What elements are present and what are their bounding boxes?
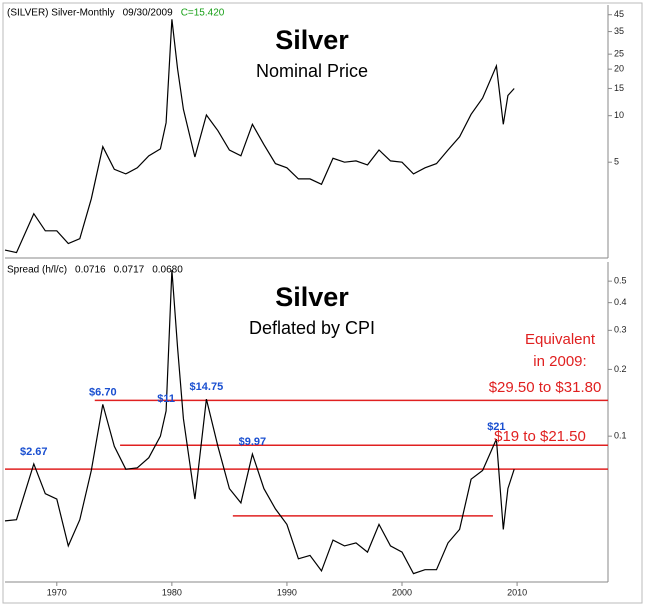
y-tick-label: 10 xyxy=(614,110,624,120)
note-text: $19 to $21.50 xyxy=(494,428,586,445)
y-tick-label: 0.3 xyxy=(614,325,627,335)
y-tick-label: 15 xyxy=(614,83,624,93)
header-text: C=15.420 xyxy=(181,8,225,19)
header-text: 09/30/2009 xyxy=(123,8,173,19)
header-text: 0.0680 xyxy=(152,265,183,276)
x-tick-label: 1990 xyxy=(277,587,297,597)
y-tick-label: 0.1 xyxy=(614,431,627,441)
header-text: 0.0717 xyxy=(114,265,145,276)
y-tick-label: 20 xyxy=(614,64,624,74)
chart-subtitle: Deflated by CPI xyxy=(249,318,375,338)
header-text: Spread (h/l/c) xyxy=(7,265,67,276)
peak-label: $9.97 xyxy=(239,436,267,448)
x-tick-label: 2000 xyxy=(392,587,412,597)
peak-label: $11 xyxy=(157,393,175,405)
peak-label: $21 xyxy=(487,421,505,433)
note-text: $29.50 to $31.80 xyxy=(489,379,602,396)
x-tick-label: 2010 xyxy=(507,587,527,597)
note-text: Equivalent xyxy=(525,331,596,348)
x-tick-label: 1970 xyxy=(47,587,67,597)
note-text: in 2009: xyxy=(533,353,586,370)
peak-label: $14.75 xyxy=(190,381,224,393)
chart-title: Silver xyxy=(275,25,349,55)
chart-title: Silver xyxy=(275,282,349,312)
chart-subtitle: Nominal Price xyxy=(256,61,368,81)
x-tick-label: 1980 xyxy=(162,587,182,597)
y-tick-label: 35 xyxy=(614,26,624,36)
y-tick-label: 25 xyxy=(614,49,624,59)
header-text: (SILVER) Silver-Monthly xyxy=(7,8,115,19)
price-line xyxy=(4,19,515,254)
y-tick-label: 5 xyxy=(614,157,619,167)
y-tick-label: 45 xyxy=(614,9,624,19)
y-tick-label: 0.4 xyxy=(614,297,627,307)
y-tick-label: 0.2 xyxy=(614,364,627,374)
peak-label: $6.70 xyxy=(89,386,117,398)
price-line xyxy=(4,270,515,575)
peak-label: $2.67 xyxy=(20,446,48,458)
y-tick-label: 0.5 xyxy=(614,276,627,286)
header-text: 0.0716 xyxy=(75,265,106,276)
